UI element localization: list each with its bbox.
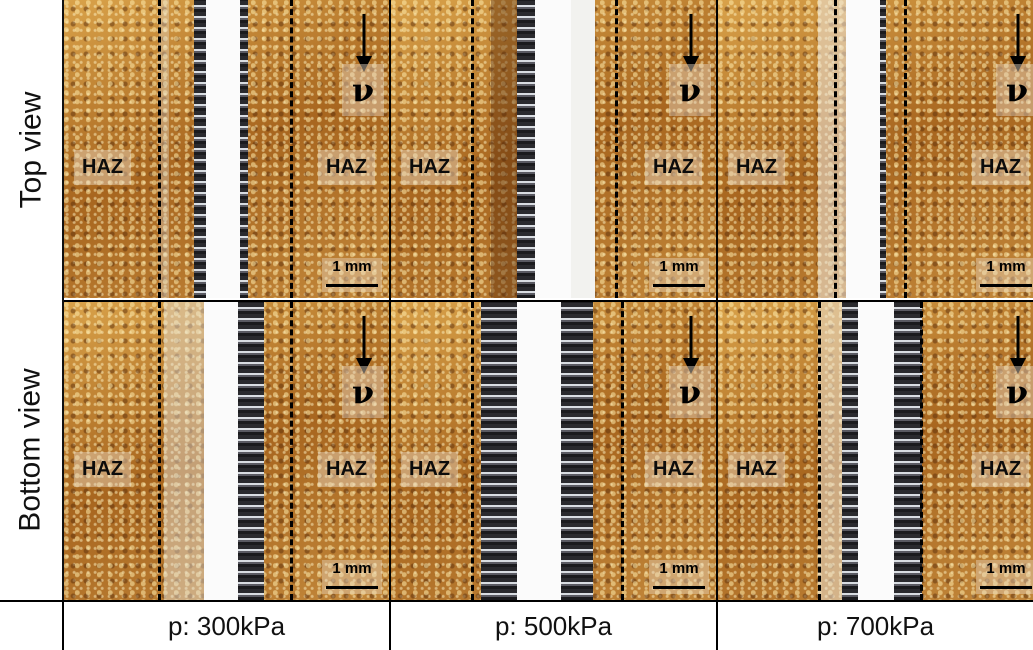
scale-bar: 1 mm [649,560,709,594]
char-edge-left [481,302,517,600]
velocity-symbol: ν [342,64,384,116]
row-divider [64,300,1033,302]
kerf [517,302,561,600]
char-edge-right [238,302,264,600]
row-label-top-text: Top view [14,91,47,209]
kerf [204,302,238,600]
velocity-symbol: ν [342,366,384,418]
kerf [206,0,240,298]
row-label-bottom-text: Bottom view [14,368,48,532]
haz-label-left: HAZ [401,150,459,185]
haz-boundary-left [818,302,821,600]
haz-boundary-right [290,302,293,600]
column-label-500kpa: p: 500kPa [494,610,613,641]
scale-bar-label: 1 mm [986,258,1026,275]
panel-top-700kpa: HAZ HAZ ν 1 mm [718,0,1033,298]
char-edge-right [894,302,922,600]
velocity-symbol: ν [669,64,711,116]
panel-top-300kpa: HAZ HAZ ν 1 mm [64,0,390,298]
haz-boundary-right [621,302,624,600]
haz-label-left: HAZ [401,452,459,487]
down-arrow-icon [356,14,372,72]
kerf [846,0,880,298]
label-cell-border [62,600,64,650]
down-arrow-icon [1010,14,1026,72]
velocity-symbol: ν [996,366,1033,418]
haz-boundary-right [290,0,293,298]
column-divider-2 [716,0,718,650]
velocity-symbol: ν [669,366,711,418]
scale-bar: 1 mm [322,560,382,594]
haz-boundary-right [904,0,907,298]
scale-bar-label: 1 mm [659,258,699,275]
char-edge-right [880,0,886,298]
haz-boundary-left [158,0,161,298]
scale-bar-label: 1 mm [332,258,372,275]
down-arrow-icon [1010,316,1026,374]
haz-label-right: HAZ [972,452,1030,487]
down-arrow-icon [683,14,699,72]
char-edge-left [842,302,858,600]
haz-boundary-left [471,0,474,298]
kerf [535,0,571,298]
haz-label-right: HAZ [645,150,703,185]
kerf [858,302,894,600]
panel-bottom-500kpa: HAZ HAZ ν 1 mm [391,302,717,600]
char-edge-right [240,0,248,298]
char-edge-left [194,0,206,298]
haz-label-left: HAZ [728,150,786,185]
haz-label-right: HAZ [318,452,376,487]
haz-label-right: HAZ [318,150,376,185]
scale-bar: 1 mm [649,258,709,292]
scale-bar: 1 mm [976,560,1033,594]
scale-bar: 1 mm [976,258,1033,292]
haz-label-left: HAZ [728,452,786,487]
down-arrow-icon [356,316,372,374]
down-arrow-icon [683,316,699,374]
haz-label-right: HAZ [645,452,703,487]
column-divider-1 [389,0,391,650]
haz-boundary-left [471,302,474,600]
panel-top-500kpa: HAZ HAZ ν 1 mm [391,0,717,298]
panel-bottom-300kpa: HAZ HAZ ν 1 mm [64,302,390,600]
label-divider [0,600,1033,602]
haz-boundary-right [615,0,618,298]
char-edge-right [561,302,593,600]
haz-label-left: HAZ [74,150,132,185]
scale-bar-label: 1 mm [332,560,372,577]
haz-boundary-left [834,0,837,298]
scale-bar-label: 1 mm [659,560,699,577]
haz-boundary-left [158,302,161,600]
row-label-top: Top view [0,0,64,301]
row-label-bottom: Bottom view [0,300,64,600]
haz-label-left: HAZ [74,452,132,487]
haz-boundary-right [920,302,923,600]
velocity-symbol: ν [996,64,1033,116]
haz-label-right: HAZ [972,150,1030,185]
scale-bar-label: 1 mm [986,560,1026,577]
column-label-700kpa: p: 700kPa [816,610,935,641]
panel-bottom-700kpa: HAZ HAZ ν 1 mm [718,302,1033,600]
char-edge-left [517,0,535,298]
scale-bar: 1 mm [322,258,382,292]
column-label-300kpa: p: 300kPa [167,610,286,641]
